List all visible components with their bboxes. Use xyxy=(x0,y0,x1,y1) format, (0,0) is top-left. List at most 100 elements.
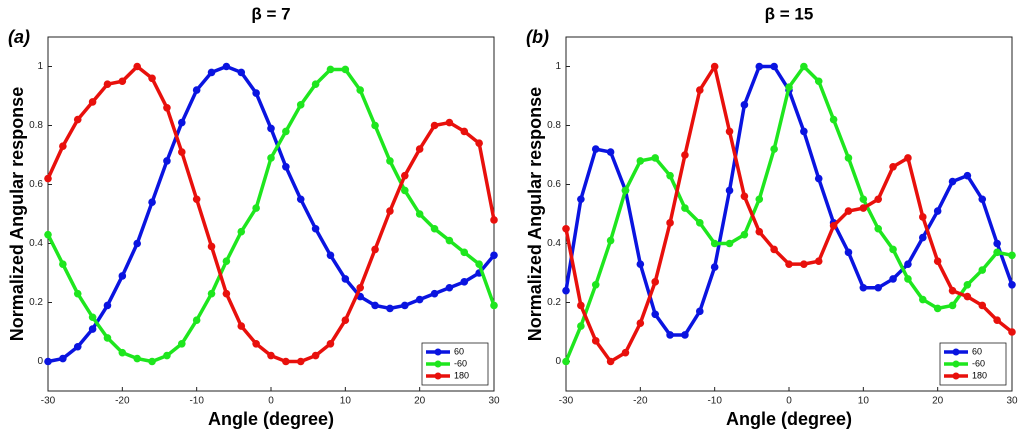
marker xyxy=(874,283,882,292)
marker xyxy=(178,148,186,156)
x-tick-label: -20 xyxy=(633,396,648,407)
marker xyxy=(88,325,97,333)
marker xyxy=(386,304,394,313)
marker xyxy=(666,171,674,180)
marker xyxy=(933,257,942,266)
marker xyxy=(948,286,957,295)
marker xyxy=(44,174,52,183)
y-tick-label: 0.4 xyxy=(547,238,561,249)
legend-marker xyxy=(952,360,960,368)
plot-area xyxy=(47,36,495,392)
marker xyxy=(770,145,778,153)
marker xyxy=(562,357,570,366)
marker xyxy=(267,124,275,133)
marker xyxy=(222,62,231,71)
marker xyxy=(591,281,600,289)
x-tick-label: 0 xyxy=(268,396,274,407)
marker xyxy=(904,275,912,283)
marker xyxy=(696,86,704,94)
legend-label: 180 xyxy=(972,370,987,380)
marker xyxy=(696,219,704,227)
marker xyxy=(178,340,186,348)
marker xyxy=(118,348,127,357)
marker xyxy=(725,127,734,136)
marker xyxy=(163,104,171,112)
marker xyxy=(978,301,987,310)
marker xyxy=(133,239,141,248)
marker xyxy=(770,245,778,254)
marker xyxy=(919,295,927,304)
marker xyxy=(401,301,409,310)
marker xyxy=(978,266,987,274)
marker xyxy=(341,65,350,74)
marker xyxy=(636,157,645,165)
x-axis-label: Angle (degree) xyxy=(208,409,334,429)
marker xyxy=(740,192,749,201)
chart-title: β = 15 xyxy=(765,4,814,23)
marker xyxy=(460,127,469,136)
marker xyxy=(948,177,957,186)
marker xyxy=(800,260,808,268)
marker xyxy=(371,121,379,130)
marker xyxy=(44,230,52,239)
marker xyxy=(651,278,659,286)
legend-marker xyxy=(952,348,960,356)
x-tick-label: -10 xyxy=(707,396,722,407)
marker xyxy=(252,204,260,212)
marker xyxy=(326,65,335,74)
marker xyxy=(222,289,231,298)
marker xyxy=(681,151,689,159)
marker xyxy=(163,351,171,360)
marker xyxy=(296,195,305,204)
marker xyxy=(755,62,764,71)
marker xyxy=(192,86,201,94)
x-tick-label: -20 xyxy=(115,396,130,407)
marker xyxy=(148,357,156,366)
marker xyxy=(859,283,868,292)
marker xyxy=(73,115,82,124)
marker xyxy=(710,62,719,71)
marker xyxy=(237,322,246,330)
marker xyxy=(740,230,749,239)
marker xyxy=(222,257,231,266)
marker xyxy=(577,301,585,310)
marker xyxy=(725,239,734,248)
marker xyxy=(814,174,823,183)
y-tick-label: 0 xyxy=(555,356,561,367)
marker xyxy=(591,145,600,153)
marker xyxy=(710,263,719,271)
marker xyxy=(59,260,67,268)
marker xyxy=(889,275,897,283)
marker xyxy=(859,195,868,204)
marker xyxy=(133,354,141,363)
marker xyxy=(993,316,1001,325)
marker xyxy=(475,139,483,147)
marker xyxy=(651,310,659,319)
marker xyxy=(445,283,454,292)
marker xyxy=(296,357,305,366)
marker xyxy=(725,186,734,195)
legend-marker xyxy=(434,348,442,356)
marker xyxy=(59,142,67,150)
marker xyxy=(651,154,659,162)
x-tick-label: -30 xyxy=(41,396,56,407)
marker xyxy=(415,210,424,218)
marker xyxy=(103,334,112,342)
marker xyxy=(636,260,645,268)
marker xyxy=(192,195,201,204)
marker xyxy=(59,354,67,363)
marker xyxy=(237,68,246,77)
marker xyxy=(341,275,350,283)
chart-title: β = 7 xyxy=(251,4,290,23)
legend-label: 60 xyxy=(454,346,464,356)
marker xyxy=(356,283,365,292)
marker xyxy=(326,340,335,348)
marker xyxy=(207,289,216,298)
marker xyxy=(562,224,570,233)
marker xyxy=(148,198,156,206)
x-tick-label: 10 xyxy=(340,396,352,407)
marker xyxy=(490,301,498,310)
marker xyxy=(237,227,246,236)
marker xyxy=(889,245,897,254)
